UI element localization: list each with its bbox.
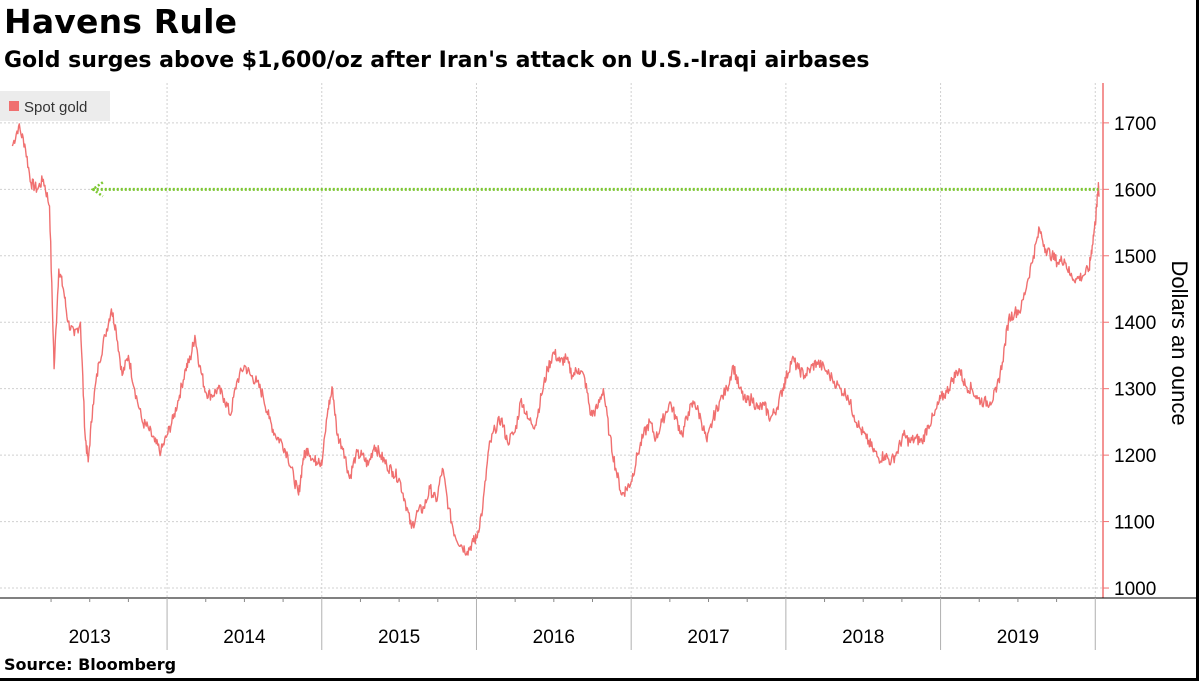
y-axis-label: Dollars an ounce <box>1167 260 1192 425</box>
y-tick-label: 1200 <box>1114 446 1156 467</box>
y-tick-label: 1300 <box>1114 380 1156 401</box>
series-line-spot-gold <box>11 123 1100 556</box>
y-tick-label: 1500 <box>1114 247 1156 268</box>
y-tick-label: 1600 <box>1114 180 1156 201</box>
grid-lines <box>0 83 1103 598</box>
chart-subtitle: Gold surges above $1,600/oz after Iran's… <box>4 48 870 73</box>
y-tick-label: 1100 <box>1114 513 1155 534</box>
x-tick-label: 2018 <box>842 627 884 648</box>
x-tick-label: 2013 <box>69 627 111 648</box>
legend-swatch-spot-gold <box>9 101 19 111</box>
chart-title: Havens Rule <box>4 2 238 41</box>
x-tick-label: 2016 <box>533 627 575 648</box>
x-tick-label: 2019 <box>997 627 1039 648</box>
y-tick-label: 1700 <box>1114 114 1156 135</box>
x-tick-label: 2017 <box>687 627 729 648</box>
legend-label-spot-gold: Spot gold <box>24 99 87 116</box>
x-axis: 2013 2014 2015 2016 2017 2018 2019 <box>0 597 1198 650</box>
source-note: Source: Bloomberg <box>4 655 177 674</box>
legend: Spot gold <box>0 91 110 121</box>
series-layer <box>11 123 1100 556</box>
y-tick-label: 1400 <box>1114 313 1156 334</box>
x-tick-label: 2015 <box>378 627 420 648</box>
reference-line-layer <box>90 181 1099 198</box>
x-tick-label: 2014 <box>223 627 266 648</box>
y-axis: 1000 1100 1200 1300 1400 1500 1600 1700 <box>1102 83 1156 600</box>
y-tick-label: 1000 <box>1114 579 1156 600</box>
reference-arrow-head <box>90 181 104 198</box>
